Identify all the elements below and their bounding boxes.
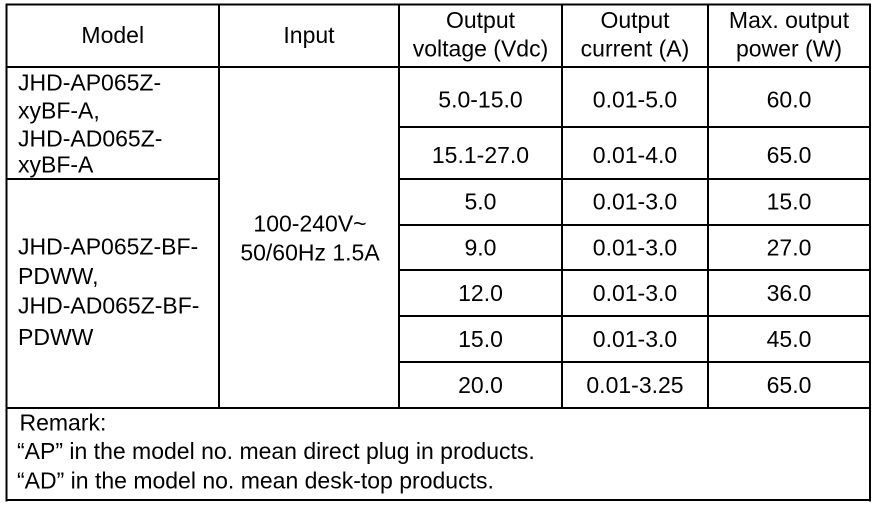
svg-text:Output: Output bbox=[446, 7, 516, 33]
svg-text:65.0: 65.0 bbox=[767, 142, 812, 168]
svg-text:JHD-AP065Z-: JHD-AP065Z- bbox=[18, 70, 161, 96]
svg-text:0.01-3.0: 0.01-3.0 bbox=[593, 326, 677, 352]
svg-text:PDWW: PDWW bbox=[18, 324, 94, 350]
svg-text:27.0: 27.0 bbox=[767, 235, 812, 261]
svg-text:0.01-4.0: 0.01-4.0 bbox=[593, 142, 677, 168]
svg-text:JHD-AD065Z-: JHD-AD065Z- bbox=[18, 126, 162, 152]
svg-text:0.01-5.0: 0.01-5.0 bbox=[593, 87, 677, 113]
svg-text:20.0: 20.0 bbox=[458, 372, 503, 398]
svg-text:9.0: 9.0 bbox=[465, 235, 497, 261]
svg-text:100-240V~: 100-240V~ bbox=[253, 210, 366, 236]
svg-text:PDWW,: PDWW, bbox=[18, 263, 99, 289]
svg-text:voltage (Vdc): voltage (Vdc) bbox=[413, 36, 549, 62]
svg-text:0.01-3.0: 0.01-3.0 bbox=[593, 235, 677, 261]
svg-text:5.0-15.0: 5.0-15.0 bbox=[438, 87, 522, 113]
svg-text:current (A): current (A) bbox=[581, 36, 690, 62]
svg-text:60.0: 60.0 bbox=[767, 87, 812, 113]
svg-text:xyBF-A,: xyBF-A, bbox=[18, 98, 100, 124]
svg-text:JHD-AP065Z-BF-: JHD-AP065Z-BF- bbox=[18, 234, 198, 260]
svg-text:0.01-3.0: 0.01-3.0 bbox=[593, 189, 677, 215]
svg-text:power (W): power (W) bbox=[736, 36, 842, 62]
svg-text:36.0: 36.0 bbox=[767, 280, 812, 306]
svg-text:15.0: 15.0 bbox=[458, 326, 503, 352]
svg-text:0.01-3.25: 0.01-3.25 bbox=[586, 372, 683, 398]
svg-text:Max. output: Max. output bbox=[729, 7, 850, 33]
svg-text:65.0: 65.0 bbox=[767, 372, 812, 398]
svg-text:“AD” in the model no. mean des: “AD” in the model no. mean desk-top prod… bbox=[17, 467, 494, 493]
svg-text:15.0: 15.0 bbox=[767, 189, 812, 215]
svg-text:Remark:: Remark: bbox=[20, 410, 107, 436]
svg-text:50/60Hz 1.5A: 50/60Hz 1.5A bbox=[240, 240, 380, 266]
svg-text:JHD-AD065Z-BF-: JHD-AD065Z-BF- bbox=[18, 293, 199, 319]
svg-text:xyBF-A: xyBF-A bbox=[18, 152, 94, 178]
svg-text:15.1-27.0: 15.1-27.0 bbox=[432, 142, 529, 168]
svg-text:12.0: 12.0 bbox=[458, 280, 503, 306]
svg-text:“AP” in the model no. mean dir: “AP” in the model no. mean direct plug i… bbox=[17, 438, 535, 464]
svg-text:45.0: 45.0 bbox=[767, 326, 812, 352]
svg-text:Input: Input bbox=[283, 22, 335, 48]
svg-text:Output: Output bbox=[600, 7, 670, 33]
svg-text:5.0: 5.0 bbox=[465, 189, 497, 215]
svg-text:0.01-3.0: 0.01-3.0 bbox=[593, 280, 677, 306]
svg-text:Model: Model bbox=[81, 22, 144, 48]
